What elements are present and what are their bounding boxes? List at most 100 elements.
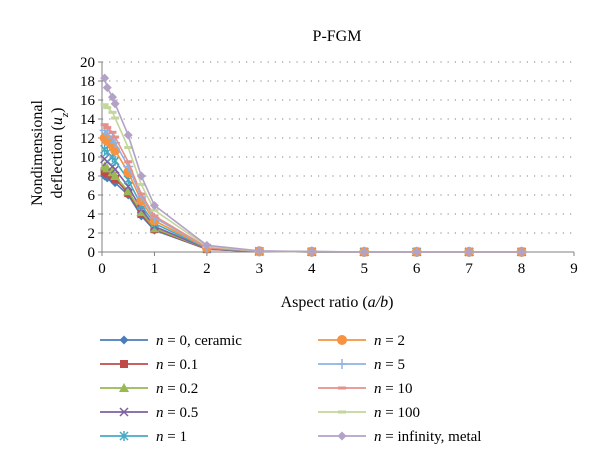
x-axis-label-part-1: Aspect ratio ( [281, 294, 368, 311]
x-tick-label-2: 2 [203, 261, 211, 277]
legend-marker-0 [119, 335, 129, 345]
y-axis-label-line2-part-4: ) [49, 108, 66, 113]
legend-label-1: n = 0.1 [156, 357, 198, 373]
x-tick-label-6: 6 [413, 261, 421, 277]
legend-marker-7 [338, 386, 346, 390]
legend-label-2: n = 0.2 [156, 381, 198, 397]
legend-item-9: n = infinity, metal [318, 429, 481, 445]
chart-title: P-FGM [313, 28, 362, 45]
legend-label-9: n = infinity, metal [374, 429, 481, 445]
data-point-7-1 [103, 126, 112, 130]
data-point-2-4 [123, 186, 134, 196]
legend-label-0: n = 0, ceramic [156, 333, 242, 349]
series-line-3 [104, 158, 522, 253]
series-line-4 [104, 148, 522, 253]
y-tick-label-0: 0 [88, 245, 96, 261]
data-point-9-4 [123, 130, 133, 140]
x-tick-label-5: 5 [360, 261, 368, 277]
series-9 [100, 73, 527, 257]
y-tick-label-6: 12 [80, 131, 95, 147]
data-point-7-0 [100, 123, 109, 127]
data-point-7-5 [137, 192, 146, 196]
x-tick-label-4: 4 [308, 261, 316, 277]
data-point-8-5 [137, 183, 146, 187]
series-4 [100, 144, 527, 257]
data-point-9-11 [412, 247, 422, 257]
legend-marker-1 [120, 360, 128, 368]
data-point-9-12 [464, 247, 474, 257]
y-axis-label-line2: deflection (uz) [49, 108, 71, 199]
data-point-9-5 [136, 171, 146, 181]
x-tick-label-0: 0 [98, 261, 106, 277]
data-point-7-2 [108, 130, 117, 134]
legend-item-0: n = 0, ceramic [100, 333, 242, 349]
legend-label-7: n = 10 [374, 381, 412, 397]
legend-item-6: n = 5 [318, 357, 405, 373]
data-point-9-7 [202, 240, 212, 250]
legend-item-3: n = 0.5 [100, 405, 198, 421]
x-tick-label-7: 7 [465, 261, 473, 277]
legend-item-5: n = 2 [318, 333, 405, 349]
data-point-9-1 [102, 83, 112, 93]
y-tick-label-1: 2 [88, 226, 96, 242]
data-point-7-6 [150, 214, 159, 218]
legend-label-6: n = 5 [374, 357, 405, 373]
x-axis-label-part-3: ) [388, 294, 393, 311]
legend-marker-6 [337, 359, 347, 369]
x-tick-label-3: 3 [256, 261, 264, 277]
data-point-2-3 [110, 171, 121, 180]
y-tick-label-5: 10 [80, 150, 95, 166]
legend-marker-9 [337, 431, 347, 441]
series-layer [99, 73, 527, 257]
series-1 [100, 167, 526, 256]
data-point-9-3 [110, 99, 120, 109]
legend-item-8: n = 100 [318, 405, 420, 421]
data-point-9-6 [149, 200, 159, 210]
y-axis-label-line1: Nondimensional [29, 100, 46, 206]
series-line-2 [104, 165, 522, 253]
data-point-8-2 [108, 110, 117, 114]
y-tick-label-2: 4 [88, 207, 96, 223]
data-point-8-3 [111, 116, 120, 120]
data-point-8-0 [100, 103, 109, 107]
data-point-7-3 [111, 135, 120, 139]
legend-label-5: n = 2 [374, 333, 405, 349]
data-point-9-13 [517, 247, 527, 257]
legend-marker-2 [119, 383, 129, 392]
data-point-9-8 [254, 246, 264, 256]
y-axis-label-line2-part-3: z [59, 112, 71, 118]
gridlines [102, 61, 574, 234]
legend-item-2: n = 0.2 [100, 381, 198, 397]
x-tick-label-8: 8 [518, 261, 526, 277]
y-tick-label-3: 6 [88, 188, 96, 204]
x-tick-label-1: 1 [151, 261, 159, 277]
y-axis-label-line2-part-2: u [49, 117, 66, 125]
data-point-4-3 [110, 155, 120, 166]
series-line-1 [104, 170, 522, 253]
legend-item-4: n = 1 [100, 429, 187, 445]
legend-label-8: n = 100 [374, 405, 420, 421]
data-point-9-10 [359, 247, 369, 257]
series-6 [99, 125, 527, 257]
series-3 [100, 154, 527, 257]
legend: n = 0, ceramic n = 0.1 n = 0.2 n = 0.5 n = 1… [100, 333, 481, 445]
y-tick-label-7: 14 [80, 112, 96, 128]
legend-item-1: n = 0.1 [100, 357, 198, 373]
y-axis-label-line2-part-1: deflection ( [49, 125, 66, 198]
data-point-8-1 [103, 106, 112, 110]
legend-item-7: n = 10 [318, 381, 412, 397]
y-tick-label-10: 20 [80, 55, 95, 71]
data-point-8-4 [124, 146, 133, 149]
y-tick-label-8: 16 [80, 93, 96, 109]
y-tick-label-4: 8 [88, 169, 96, 185]
x-tick-label-9: 9 [570, 261, 578, 277]
y-tick-label-9: 18 [80, 74, 95, 90]
data-point-9-2 [107, 92, 117, 102]
legend-marker-5 [337, 335, 347, 345]
x-axis-label: Aspect ratio (a/b) [281, 294, 394, 311]
data-point-7-4 [124, 160, 133, 164]
data-point-3-3 [110, 164, 120, 174]
data-point-8-6 [150, 208, 159, 212]
